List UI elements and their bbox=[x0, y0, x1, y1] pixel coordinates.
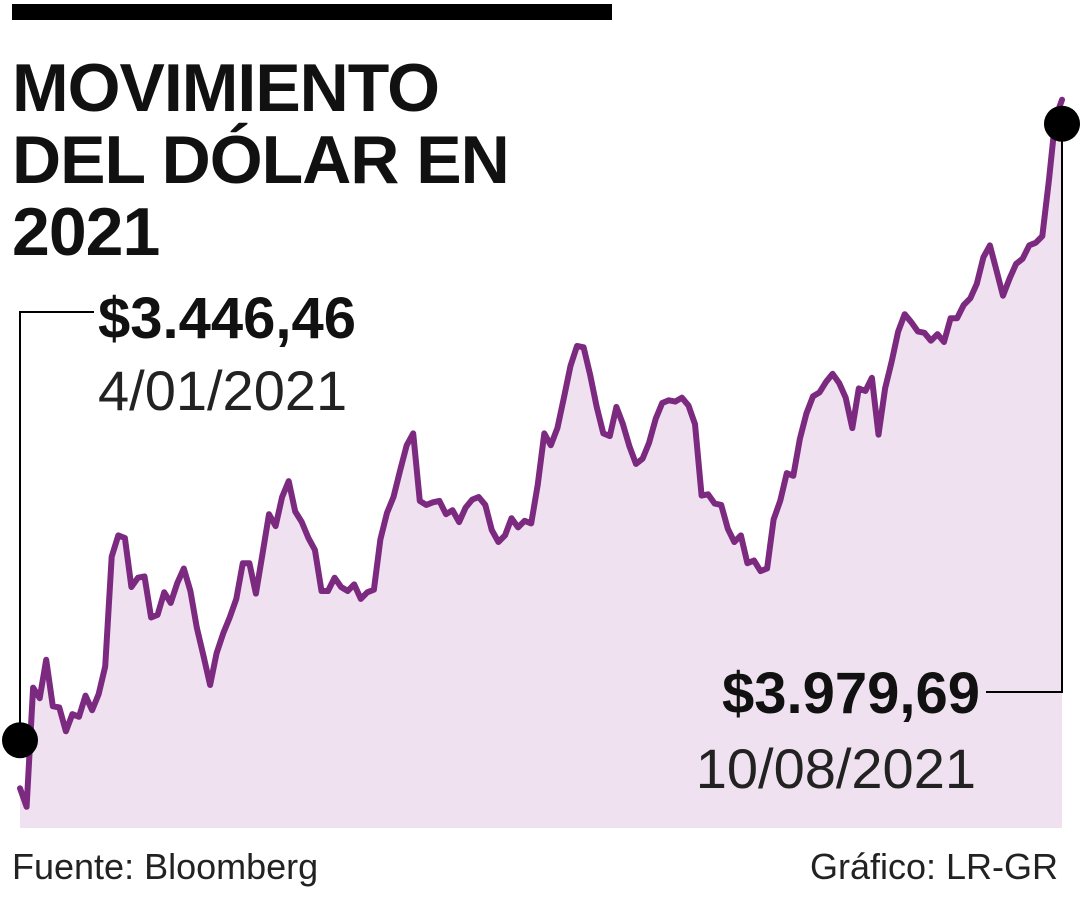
chart-title-line-2: DEL DÓLAR EN 2021 bbox=[12, 122, 510, 270]
end-date-label: 10/08/2021 bbox=[696, 737, 976, 800]
end-value-label: $3.979,69 bbox=[722, 661, 980, 726]
start-date-label: 4/01/2021 bbox=[98, 359, 347, 422]
start-value-label: $3.446,46 bbox=[98, 286, 356, 351]
source-note: Fuente: Bloomberg bbox=[12, 846, 319, 887]
graphic-credit: Gráfico: LR-GR bbox=[809, 846, 1058, 887]
chart-title: MOVIMIENTO DEL DÓLAR EN 2021 bbox=[12, 52, 632, 268]
price-line bbox=[17, 96, 1065, 810]
end-marker bbox=[1044, 105, 1080, 142]
chart-title-line-1: MOVIMIENTO bbox=[12, 50, 440, 126]
title-rule bbox=[12, 4, 612, 20]
start-leader-line bbox=[19, 311, 94, 741]
end-leader-line bbox=[986, 123, 1063, 693]
start-marker bbox=[2, 722, 38, 759]
